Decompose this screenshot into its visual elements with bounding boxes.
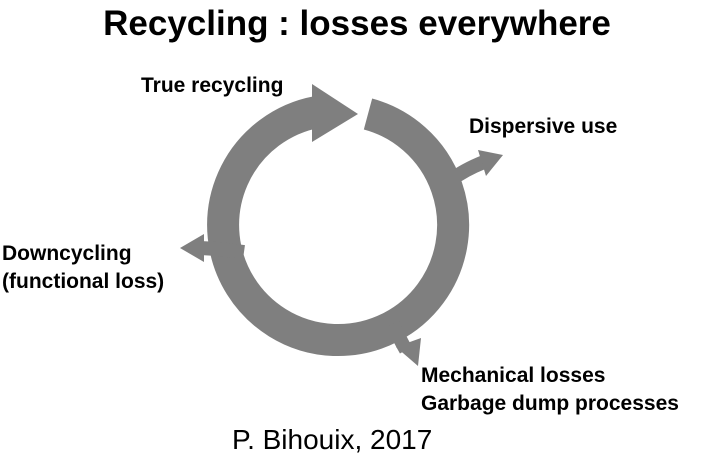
downcycling-label: Downcycling (functional loss) — [2, 240, 164, 296]
mechanical-arrowhead — [396, 338, 421, 366]
downcycling-label-line-1: Downcycling — [2, 242, 132, 265]
downcycling-label-line-2: (functional loss) — [2, 270, 165, 293]
dispersive-branch — [446, 155, 487, 186]
mechanical-label-line-2: Garbage dump processes — [421, 392, 679, 415]
mechanical-losses-label: Mechanical losses Garbage dump processes — [421, 362, 679, 418]
true-recycling-label: True recycling — [141, 74, 284, 97]
downcycling-branch — [199, 241, 245, 259]
dispersive-arrowhead — [478, 150, 503, 176]
dispersive-use-label: Dispersive use — [469, 115, 618, 138]
downcycling-arrowhead — [180, 234, 204, 262]
true-recycling-arrowhead — [312, 84, 358, 142]
author-credit: P. Bihouix, 2017 — [232, 424, 433, 455]
diagram-title: Recycling : losses everywhere — [103, 4, 611, 43]
cycle-ring — [207, 96, 470, 356]
mechanical-label-line-1: Mechanical losses — [421, 364, 606, 387]
